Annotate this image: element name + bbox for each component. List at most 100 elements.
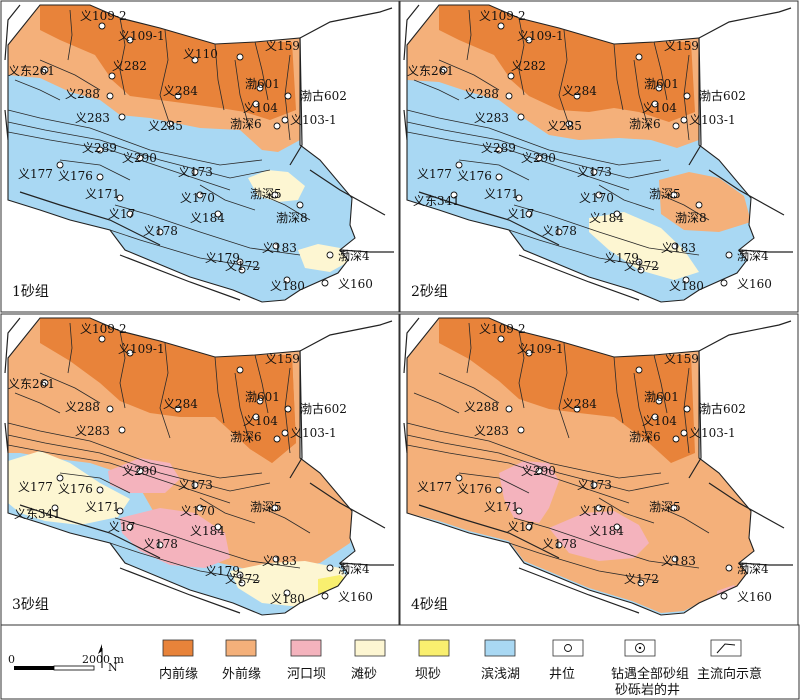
well-marker: 义285 bbox=[547, 119, 582, 133]
well-label: 义104 bbox=[243, 414, 278, 428]
coast-line bbox=[4, 422, 9, 454]
well-circle-icon bbox=[573, 405, 581, 413]
legend-swatch-inner bbox=[162, 639, 194, 657]
well-circle-icon bbox=[565, 120, 573, 128]
well-label: 义104 bbox=[642, 101, 677, 115]
well-marker: 义283 bbox=[75, 111, 126, 125]
fault-line bbox=[7, 109, 263, 166]
well-circle-icon bbox=[126, 210, 134, 218]
facies-inner bbox=[40, 5, 296, 120]
fault-line bbox=[234, 372, 251, 444]
fault-line bbox=[660, 507, 710, 534]
well-marker: 义284 bbox=[562, 397, 597, 413]
well-label: 义290 bbox=[122, 151, 157, 165]
well-circle-icon bbox=[720, 279, 728, 287]
well-circle-icon bbox=[136, 467, 144, 475]
well-circle-icon bbox=[191, 481, 199, 489]
well-marker: 义103-1 bbox=[281, 426, 337, 440]
well-marker: 义283 bbox=[75, 424, 126, 438]
fault-line bbox=[7, 121, 271, 179]
well-label: 渤深4 bbox=[737, 562, 769, 576]
facies-beach bbox=[248, 170, 305, 202]
well-label: 义288 bbox=[65, 400, 100, 414]
well-marker: 义178 bbox=[143, 537, 178, 551]
well-circle-icon bbox=[671, 242, 679, 250]
well-marker: 义183 bbox=[262, 241, 297, 255]
well-marker: 义177 bbox=[18, 161, 64, 181]
well-circle-icon bbox=[507, 72, 515, 80]
well-marker: 渤深5 bbox=[649, 187, 681, 201]
well-marker: 义160 bbox=[720, 590, 772, 604]
well-label: 渤深5 bbox=[250, 187, 282, 201]
well-label: 渤古602 bbox=[300, 88, 347, 103]
well-label: 渤深4 bbox=[737, 249, 769, 263]
fault-line bbox=[14, 392, 61, 414]
legend-swatch-flow bbox=[710, 639, 742, 657]
well-marker: 渤深5 bbox=[250, 500, 282, 514]
map-panel-2: 义109-2 义109-1 义159 义东261 义282 义288 渤601 渤古602 义2… bbox=[399, 0, 799, 313]
coast-line bbox=[299, 7, 393, 39]
coast-line bbox=[4, 317, 21, 374]
north-label: N bbox=[108, 661, 118, 674]
well-label: 义109-1 bbox=[517, 342, 564, 356]
well-label: 义109-2 bbox=[80, 9, 127, 23]
well-marker: 义160 bbox=[321, 277, 373, 291]
well-circle-icon bbox=[96, 486, 104, 494]
well-circle-icon bbox=[118, 113, 126, 121]
well-label: 义109-2 bbox=[479, 322, 526, 336]
well-marker: 义177 bbox=[417, 474, 463, 494]
fault-line bbox=[508, 229, 660, 269]
fault-line bbox=[199, 184, 256, 211]
well-marker: 义179 bbox=[205, 251, 244, 266]
well-circle-icon bbox=[725, 251, 733, 259]
well-marker: 义17 bbox=[507, 207, 534, 221]
well-circle-icon bbox=[326, 251, 334, 259]
well-circle-icon bbox=[635, 258, 643, 266]
well-circle-icon bbox=[720, 592, 728, 600]
well-marker: 义289 bbox=[481, 141, 516, 155]
well-marker: 义178 bbox=[542, 537, 577, 551]
coast-line bbox=[708, 482, 785, 529]
well-label: 义103-1 bbox=[290, 113, 337, 127]
well-marker: 义104 bbox=[642, 100, 677, 115]
well-circle-icon bbox=[680, 429, 688, 437]
well-label: 义17 bbox=[108, 520, 135, 534]
coast-line bbox=[119, 254, 241, 301]
well-label: 渤深5 bbox=[649, 187, 681, 201]
facies-layer bbox=[407, 318, 754, 613]
well-label: 义103-1 bbox=[689, 426, 736, 440]
panel-label: 2砂组 bbox=[411, 284, 448, 300]
well-circle-icon bbox=[108, 72, 116, 80]
well-circle-icon bbox=[214, 210, 222, 218]
well-circle-icon bbox=[191, 168, 199, 176]
well-marker: 义180 bbox=[669, 276, 704, 293]
well-circle-icon bbox=[564, 644, 572, 652]
well-label: 义184 bbox=[190, 524, 225, 538]
well-label: 义290 bbox=[521, 464, 556, 478]
well-circle-icon bbox=[118, 426, 126, 434]
fault-line bbox=[114, 517, 301, 569]
well-marker: 渤深5 bbox=[649, 500, 681, 514]
well-circle-icon bbox=[695, 201, 703, 209]
well-circle-icon bbox=[655, 397, 663, 405]
well-circle-icon bbox=[525, 523, 533, 531]
fault-line bbox=[261, 507, 311, 534]
well-label: 义183 bbox=[262, 241, 297, 255]
well-label: 义160 bbox=[338, 590, 373, 604]
well-marker: 渤深6 bbox=[629, 117, 680, 131]
facies-beach bbox=[298, 244, 348, 272]
well-label: 义170 bbox=[579, 504, 614, 518]
well-marker: 渤深4 bbox=[725, 562, 769, 576]
well-circle-icon bbox=[535, 467, 543, 475]
fault-line bbox=[613, 356, 624, 424]
well-circle-icon bbox=[455, 474, 463, 482]
well-circle-icon bbox=[166, 120, 174, 128]
well-marker: 义183 bbox=[661, 241, 696, 255]
coast-line bbox=[418, 504, 560, 559]
well-circle-icon bbox=[595, 504, 603, 512]
fault-line bbox=[413, 392, 460, 414]
coast-line bbox=[698, 320, 792, 352]
fault-line bbox=[67, 322, 73, 374]
well-label: 义176 bbox=[58, 482, 93, 496]
well-label: 义179 bbox=[604, 251, 639, 265]
